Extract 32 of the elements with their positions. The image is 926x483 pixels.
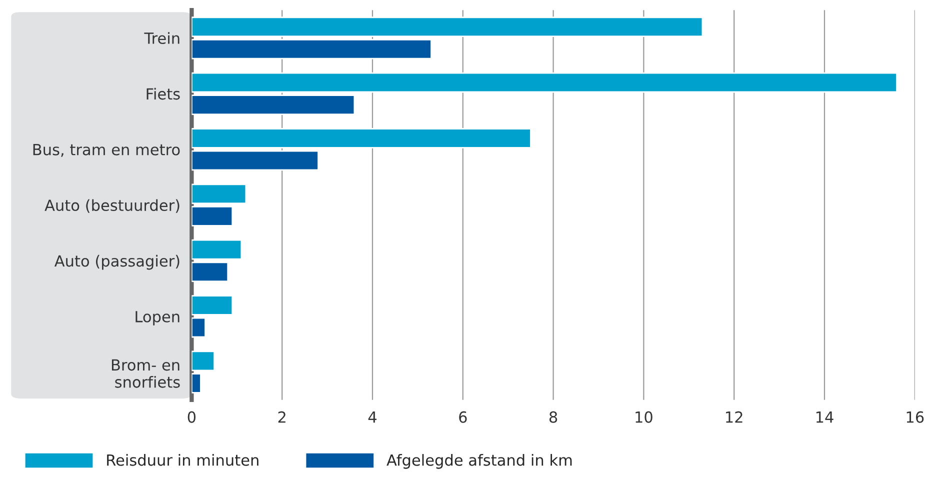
x-tick-label: 0 bbox=[188, 411, 196, 423]
bar bbox=[192, 373, 202, 394]
bar bbox=[192, 317, 206, 338]
bar bbox=[192, 128, 532, 148]
y-tick-label: Fiets bbox=[146, 88, 180, 100]
x-tick-label: 10 bbox=[636, 411, 652, 423]
x-tick-label: 8 bbox=[549, 411, 558, 423]
x-tick-label: 2 bbox=[278, 411, 286, 423]
y-tick-label: Auto (passagier) bbox=[54, 254, 180, 270]
y-tick-label: Trein bbox=[144, 32, 180, 44]
x-tick-label: 6 bbox=[459, 411, 467, 423]
y-tick-label: Auto (bestuurder) bbox=[44, 199, 180, 213]
x-tick-label: 12 bbox=[726, 411, 742, 423]
bar bbox=[192, 150, 319, 171]
x-tick-label: 14 bbox=[816, 412, 834, 423]
y-tick-label: Lopen bbox=[136, 311, 180, 326]
legend-label: Reisduur in minuten bbox=[107, 454, 258, 466]
legend-label: Afgelegde afstand in km bbox=[386, 454, 572, 469]
bar bbox=[192, 350, 215, 372]
x-tick-label: 4 bbox=[368, 412, 376, 423]
y-tick-label: Brom- en snorfiets bbox=[112, 359, 180, 388]
bar bbox=[192, 16, 704, 38]
bar bbox=[192, 72, 898, 93]
bar bbox=[192, 38, 432, 60]
bar bbox=[192, 262, 229, 282]
bar bbox=[192, 206, 234, 226]
bar bbox=[192, 184, 247, 204]
bar bbox=[192, 239, 242, 260]
y-tick-label: Bus, tram en metro bbox=[33, 144, 180, 157]
bar bbox=[192, 94, 356, 115]
bar bbox=[192, 295, 234, 316]
x-tick-label: 16 bbox=[906, 411, 924, 423]
